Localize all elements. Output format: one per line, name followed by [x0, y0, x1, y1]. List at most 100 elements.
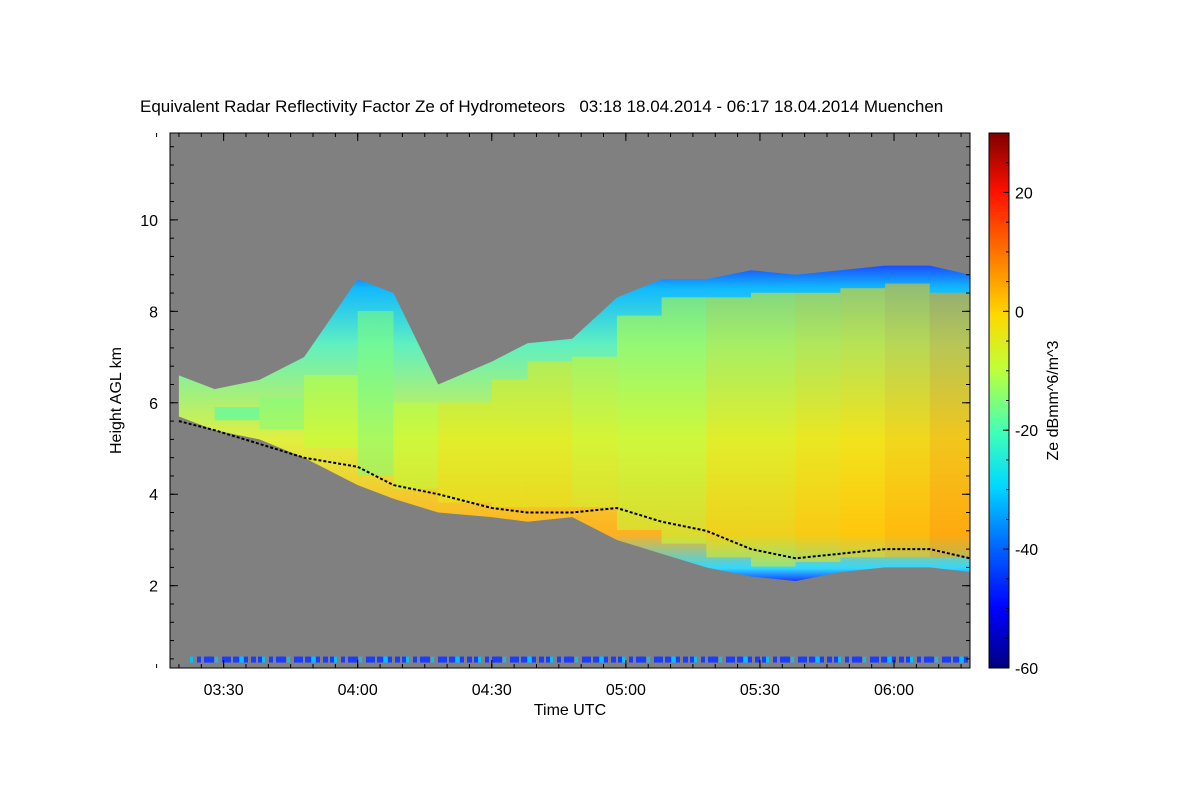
ground-clutter [438, 656, 442, 663]
x-tick-label: 04:00 [338, 682, 378, 699]
ground-clutter [197, 656, 201, 663]
y-tick-label: 8 [149, 304, 158, 321]
plot-frame [169, 132, 971, 669]
ground-clutter [665, 656, 671, 663]
ground-clutter [600, 656, 603, 663]
ground-clutter [485, 656, 489, 663]
x-tick-label: 06:00 [874, 682, 914, 699]
ground-clutter [784, 656, 790, 663]
ground-clutter [406, 656, 409, 663]
axes: 03:30 04:00 04:30 05:00 05:30 06:00 2 4 6 8 10 Time… [108, 132, 971, 719]
reflectivity-column [357, 311, 394, 476]
ground-clutter [816, 656, 819, 663]
ground-clutter [654, 656, 658, 663]
ground-clutter [449, 656, 455, 663]
ground-clutter [352, 656, 358, 663]
ground-clutter [852, 656, 857, 663]
ground-clutter [568, 656, 574, 663]
heatmap-layer [178, 265, 970, 663]
reflectivity-column [751, 292, 796, 567]
colorbar-tick-label: 0 [1015, 304, 1024, 321]
ground-clutter [676, 656, 680, 663]
ground-clutter [942, 656, 946, 663]
ground-clutter [863, 656, 866, 663]
ground-clutter [766, 656, 769, 663]
ground-clutter [791, 656, 794, 663]
ground-clutter [244, 656, 248, 663]
ground-clutter [431, 656, 434, 663]
y-tick-label: 2 [149, 579, 158, 596]
ground-clutter [388, 656, 392, 663]
ground-clutter [420, 656, 425, 663]
ground-clutter [510, 656, 514, 663]
ground-clutter [935, 656, 938, 663]
ground-clutter [744, 656, 747, 663]
ground-clutter [478, 656, 481, 663]
x-tick-label: 03:30 [204, 682, 244, 699]
ground-clutter [514, 656, 519, 663]
ground-clutter [604, 656, 608, 663]
colorbar-label: Ze dBmm^6/m^3 [1045, 340, 1062, 460]
ground-clutter [928, 656, 934, 663]
ground-clutter [305, 656, 311, 663]
ground-clutter [773, 656, 777, 663]
ground-clutter [413, 656, 417, 663]
ground-clutter [280, 656, 286, 663]
ground-clutter [881, 656, 887, 663]
ground-clutter [712, 656, 718, 663]
ground-clutter [924, 656, 929, 663]
reflectivity-column [304, 375, 358, 448]
reflectivity-column [491, 379, 528, 508]
chart-title: Equivalent Radar Reflectivity Factor Ze … [140, 97, 944, 116]
ground-clutter [341, 656, 345, 663]
ground-clutter [377, 656, 383, 663]
ground-clutter [521, 656, 527, 663]
ground-clutter [294, 656, 298, 663]
ground-clutter [798, 656, 802, 663]
reflectivity-column [616, 315, 662, 530]
reflectivity-column [393, 402, 439, 489]
ground-clutter [838, 656, 841, 663]
ground-clutter [564, 656, 569, 663]
ground-clutter [370, 656, 375, 663]
ground-clutter [611, 656, 616, 663]
ground-clutter [539, 656, 544, 663]
y-tick-label: 4 [149, 487, 158, 504]
ground-clutter [658, 656, 663, 663]
ground-clutter [809, 656, 815, 663]
ground-clutter [348, 656, 353, 663]
ground-clutter [503, 656, 506, 663]
ground-clutter [240, 656, 243, 663]
ground-clutter [629, 656, 633, 663]
ground-clutter [694, 656, 697, 663]
ground-clutter [258, 656, 264, 663]
ground-clutter [953, 656, 959, 663]
ground-clutter [366, 656, 370, 663]
ground-clutter [575, 656, 578, 663]
ground-clutter [215, 656, 218, 663]
reflectivity-column [527, 361, 573, 508]
ground-clutter [334, 656, 337, 663]
ground-clutter [762, 656, 768, 663]
ground-clutter [906, 656, 912, 663]
ground-clutter [528, 656, 531, 663]
ground-clutter [874, 656, 879, 663]
ground-clutter [636, 656, 641, 663]
ground-clutter [737, 656, 743, 663]
ground-clutter [960, 656, 963, 663]
reflectivity-column [572, 356, 617, 508]
ground-clutter [276, 656, 281, 663]
ground-clutter [917, 656, 921, 663]
ground-clutter [647, 656, 650, 663]
ground-clutter [899, 656, 904, 663]
ground-clutter [402, 656, 408, 663]
ground-clutter [640, 656, 646, 663]
ground-clutter [946, 656, 951, 663]
ground-clutter [460, 656, 464, 663]
ground-clutter [233, 656, 239, 663]
ground-clutter [395, 656, 400, 663]
reflectivity-column [438, 402, 492, 503]
ground-clutter [802, 656, 807, 663]
